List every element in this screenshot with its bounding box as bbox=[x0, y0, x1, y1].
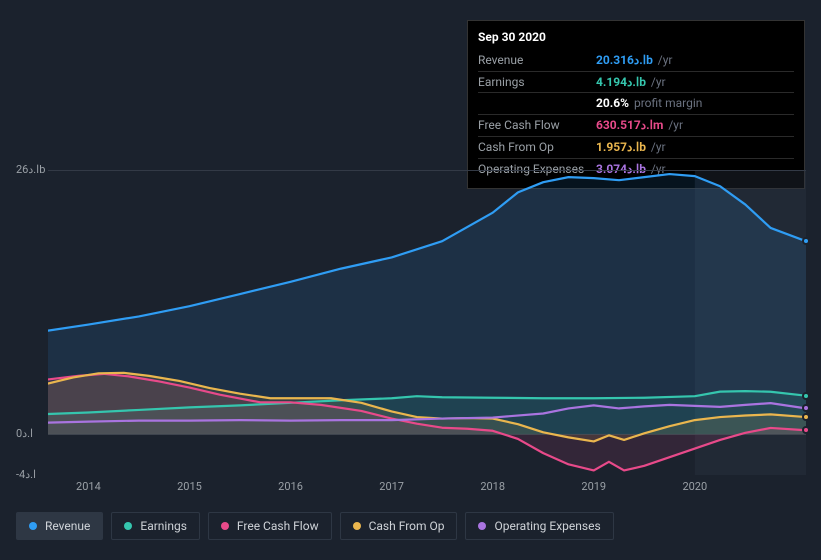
y-axis-tick-label: -4ا.د bbox=[16, 468, 36, 481]
legend-item-operating-expenses[interactable]: Operating Expenses bbox=[465, 512, 613, 540]
legend-item-cash-from-op[interactable]: Cash From Op bbox=[340, 512, 458, 540]
series-end-marker bbox=[802, 404, 810, 412]
x-axis-tick-label: 2016 bbox=[278, 480, 303, 493]
tooltip-row: Earnings4.194ا.دb /yr bbox=[478, 71, 794, 93]
tooltip-metric-label: Cash From Op bbox=[478, 136, 596, 158]
tooltip-metric-label: Earnings bbox=[478, 71, 596, 93]
legend-label: Operating Expenses bbox=[494, 519, 600, 533]
tooltip-metric-label bbox=[478, 93, 596, 115]
legend-dot-icon bbox=[478, 522, 486, 530]
chart-tooltip: Sep 30 2020 Revenue20.316ا.دb /yrEarning… bbox=[467, 20, 805, 189]
series-end-marker bbox=[802, 392, 810, 400]
x-axis-tick-label: 2017 bbox=[379, 480, 404, 493]
x-axis-tick-label: 2014 bbox=[76, 480, 101, 493]
x-axis-tick-label: 2019 bbox=[581, 480, 606, 493]
series-end-marker bbox=[802, 426, 810, 434]
y-axis-tick-label: 0ا.د bbox=[16, 427, 33, 440]
chart-plot[interactable] bbox=[48, 170, 806, 475]
legend-item-revenue[interactable]: Revenue bbox=[16, 512, 103, 540]
tooltip-metric-label: Revenue bbox=[478, 50, 596, 71]
legend-dot-icon bbox=[29, 522, 37, 530]
x-axis-tick-label: 2018 bbox=[480, 480, 505, 493]
tooltip-metric-value: 20.6% profit margin bbox=[596, 93, 794, 115]
tooltip-row: Revenue20.316ا.دb /yr bbox=[478, 50, 794, 71]
tooltip-row: Free Cash Flow630.517ا.دm /yr bbox=[478, 115, 794, 137]
tooltip-date: Sep 30 2020 bbox=[478, 27, 794, 50]
tooltip-metric-label: Free Cash Flow bbox=[478, 115, 596, 137]
x-axis-tick-label: 2015 bbox=[177, 480, 202, 493]
tooltip-metric-value: 4.194ا.دb /yr bbox=[596, 71, 794, 93]
y-axis-tick-label: 26ا.دb bbox=[16, 163, 45, 176]
x-axis-tick-label: 2020 bbox=[682, 480, 707, 493]
tooltip-metric-value: 630.517ا.دm /yr bbox=[596, 115, 794, 137]
legend-dot-icon bbox=[221, 522, 229, 530]
legend-label: Earnings bbox=[140, 519, 187, 533]
tooltip-table: Revenue20.316ا.دb /yrEarnings4.194ا.دb /… bbox=[478, 50, 794, 180]
tooltip-metric-value: 1.957ا.دb /yr bbox=[596, 136, 794, 158]
legend-item-earnings[interactable]: Earnings bbox=[111, 512, 200, 540]
financials-chart-panel: Sep 30 2020 Revenue20.316ا.دb /yrEarning… bbox=[0, 0, 821, 560]
legend-dot-icon bbox=[124, 522, 132, 530]
legend-label: Revenue bbox=[45, 519, 90, 533]
legend-item-free-cash-flow[interactable]: Free Cash Flow bbox=[208, 512, 332, 540]
tooltip-row: 20.6% profit margin bbox=[478, 93, 794, 115]
legend-label: Free Cash Flow bbox=[237, 519, 319, 533]
legend-dot-icon bbox=[353, 522, 361, 530]
legend-label: Cash From Op bbox=[369, 519, 445, 533]
series-end-marker bbox=[802, 413, 810, 421]
series-end-marker bbox=[802, 237, 810, 245]
tooltip-row: Cash From Op1.957ا.دb /yr bbox=[478, 136, 794, 158]
chart-legend: Revenue Earnings Free Cash Flow Cash From O… bbox=[16, 512, 614, 540]
tooltip-metric-value: 20.316ا.دb /yr bbox=[596, 50, 794, 71]
